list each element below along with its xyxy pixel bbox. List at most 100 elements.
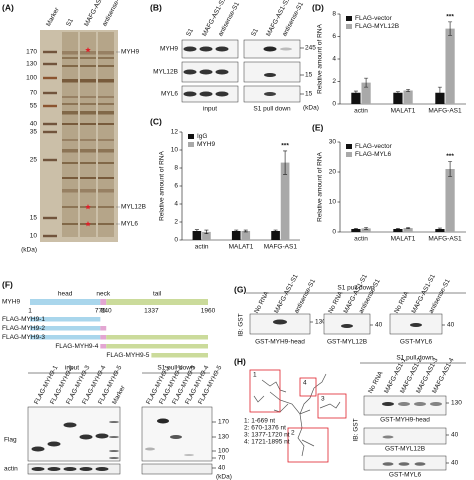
y-axis-label: Relative amount of RNA — [317, 151, 324, 221]
row-label: MYL6 — [161, 91, 178, 98]
y-tick-label: 4 — [174, 201, 178, 208]
band — [63, 422, 77, 428]
domain — [100, 299, 107, 305]
domain — [30, 326, 101, 331]
legend-label: 1: 1-669 nt — [244, 418, 275, 425]
band — [183, 69, 197, 75]
band — [109, 421, 119, 423]
unit-label: (kDa) — [21, 247, 37, 254]
band — [215, 91, 229, 97]
title: S1 pull down — [396, 355, 434, 362]
construct-label: FLAG-MYH9-5 — [106, 352, 149, 359]
group-label: S1 pull down — [253, 106, 291, 113]
marker-label: 40 — [375, 322, 383, 329]
y-tick-label: 6 — [174, 183, 178, 190]
bar — [393, 92, 403, 104]
row-label: MYL12B — [153, 69, 178, 76]
gel-band — [62, 96, 78, 98]
blot-label: GST-MYL6 — [400, 339, 433, 346]
bar — [280, 162, 290, 240]
band — [63, 467, 77, 471]
marker-band — [43, 216, 57, 220]
rna-structure — [273, 403, 289, 413]
panel-label: (F) — [2, 279, 13, 289]
domain-label: tail — [153, 291, 162, 298]
band — [273, 319, 287, 325]
error-bar — [395, 228, 400, 230]
region-box — [249, 369, 281, 413]
legend-swatch — [188, 142, 194, 147]
error-bar — [204, 229, 209, 234]
group-label: S1 pull down — [157, 365, 195, 372]
band — [215, 46, 229, 52]
rna-structure — [297, 413, 305, 457]
error-bar — [353, 228, 358, 230]
lane-label: Marker — [45, 6, 61, 28]
region-box — [299, 377, 317, 397]
rna-structure — [313, 373, 327, 389]
band — [398, 462, 410, 466]
construct-label: FLAG-MYH9-1 — [2, 316, 45, 323]
lane-label: No RNA — [367, 370, 385, 395]
gel-band — [98, 162, 114, 164]
band-label: MYH9 — [121, 49, 139, 56]
panel-label: (D) — [312, 2, 324, 12]
band — [199, 46, 213, 52]
bar — [403, 228, 413, 232]
y-tick-label: 2 — [174, 219, 178, 226]
bar — [403, 90, 413, 104]
bar — [393, 229, 403, 232]
rna-structure — [301, 439, 315, 447]
gel-band — [62, 79, 78, 83]
star — [85, 221, 91, 227]
position-label: 840 — [101, 308, 112, 315]
band — [183, 46, 197, 52]
gel-band — [98, 189, 114, 193]
gel-band — [80, 162, 96, 164]
error-bar — [395, 91, 400, 95]
gel-band — [80, 96, 96, 98]
band — [410, 323, 422, 327]
lane-label: S1 — [185, 27, 195, 38]
band-label: MYL6 — [121, 221, 138, 228]
band — [199, 91, 213, 97]
y-tick-label: 6 — [332, 33, 336, 40]
blot — [141, 406, 213, 462]
bar — [231, 231, 241, 240]
blot-label: GST-MYL12B — [327, 339, 367, 346]
unit-label: (kDa) — [216, 474, 232, 480]
gel-band — [80, 57, 96, 59]
legend-swatch — [346, 152, 352, 157]
construct-label: FLAG-MYH9-3 — [2, 334, 45, 341]
marker-label: 170 — [218, 419, 229, 426]
bar — [202, 231, 211, 240]
marker-label: 15 — [30, 215, 38, 222]
bar — [361, 82, 371, 104]
legend-label: FLAG-vector — [355, 15, 393, 22]
marker-label: 40 — [30, 121, 38, 128]
band — [414, 462, 426, 466]
bar — [271, 231, 280, 240]
legend-label: 2: 670-1376 nt — [244, 425, 286, 432]
construct-label: FLAG-MYH9-2 — [2, 325, 45, 332]
domain — [30, 317, 101, 322]
rna-structure — [253, 395, 265, 403]
gel-band — [62, 177, 78, 179]
bar — [192, 231, 202, 240]
gel-band — [62, 51, 78, 55]
gel-band — [98, 111, 114, 115]
error-bar — [194, 229, 199, 233]
gel-band — [62, 162, 78, 164]
gel-band — [98, 123, 114, 125]
group-label: input — [203, 106, 217, 113]
blot — [363, 427, 447, 445]
y-tick-label: 8 — [332, 11, 336, 18]
gel-band — [62, 223, 78, 225]
y-tick-label: 12 — [171, 129, 179, 136]
region-box — [287, 427, 329, 463]
bar — [361, 228, 371, 232]
annotation: *** — [446, 153, 454, 160]
y-tick-label: 0 — [174, 237, 178, 244]
domain — [30, 335, 101, 340]
band — [31, 446, 45, 452]
